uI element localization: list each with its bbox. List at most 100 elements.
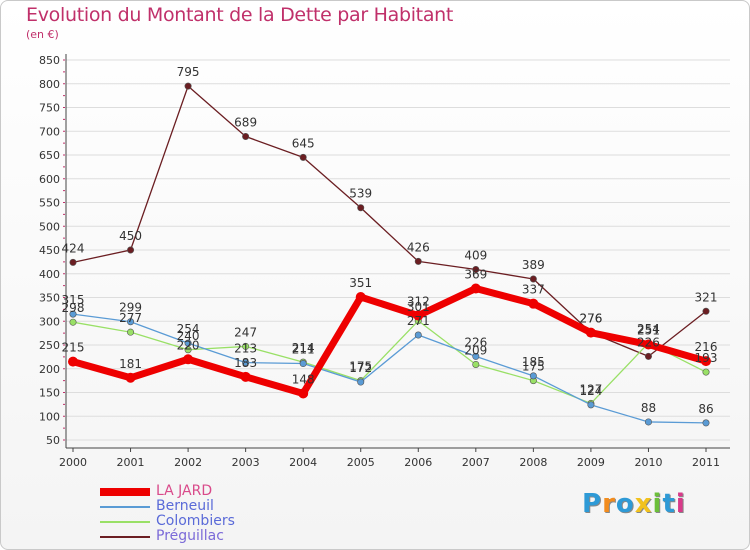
data-label: 175 [349, 360, 372, 374]
legend-swatch [100, 506, 150, 508]
y-minor-tick [63, 225, 65, 227]
x-tick-label: 2001 [117, 456, 145, 469]
data-label: 209 [464, 343, 487, 357]
data-point [472, 352, 480, 360]
y-minor-tick [63, 427, 65, 429]
x-tick-label: 2010 [634, 456, 662, 469]
x-tick-label: 2005 [347, 456, 375, 469]
data-label: 172 [349, 361, 372, 375]
data-point [69, 258, 77, 266]
x-tick-label: 2011 [692, 456, 720, 469]
y-minor-tick [63, 237, 65, 239]
y-minor-tick [63, 392, 65, 393]
data-label: 369 [464, 267, 487, 281]
data-point [183, 354, 194, 365]
data-point [357, 378, 365, 386]
y-tick-label: 800 [39, 78, 60, 91]
y-minor-tick [63, 59, 65, 61]
data-label: 277 [119, 311, 142, 325]
data-label: 254 [637, 322, 660, 336]
y-minor-tick [63, 130, 65, 132]
data-point [701, 356, 711, 367]
y-minor-tick [63, 344, 65, 346]
data-label: 247 [234, 325, 257, 339]
x-tick-label: 2007 [462, 456, 490, 469]
data-point [68, 356, 78, 367]
data-label: 251 [637, 324, 660, 338]
legend-label: Préguillac [156, 528, 224, 544]
data-label: 539 [349, 187, 372, 201]
x-tick-label: 2009 [577, 456, 605, 469]
data-point [242, 342, 250, 350]
data-point [644, 352, 652, 360]
data-label: 213 [234, 342, 257, 356]
data-point [127, 328, 135, 336]
y-minor-tick [63, 142, 65, 144]
data-label: 298 [62, 301, 85, 315]
proxiti-logo: Proxiti [582, 489, 686, 519]
data-point [702, 368, 710, 376]
y-tick-label: 700 [39, 125, 60, 138]
y-minor-tick [63, 249, 65, 251]
data-label: 315 [62, 293, 85, 307]
data-point [702, 419, 710, 427]
logo-letter: x [634, 489, 653, 519]
y-minor-tick [63, 308, 65, 310]
data-label: 276 [579, 312, 602, 326]
data-label: 214 [292, 341, 315, 355]
data-point [242, 132, 250, 140]
y-minor-tick [63, 190, 65, 192]
data-label: 689 [234, 115, 257, 129]
x-tick-label: 2006 [404, 456, 432, 469]
data-point [127, 318, 135, 326]
x-tick-label: 2002 [174, 456, 202, 469]
legend-swatch [100, 521, 150, 523]
chart-subtitle: (en €) [26, 28, 59, 41]
y-tick-label: 550 [39, 197, 60, 210]
y-tick-label: 350 [39, 292, 60, 305]
series-line [72, 320, 707, 405]
x-tick-label: 2003 [232, 456, 260, 469]
y-minor-tick [63, 213, 65, 215]
y-tick-label: 100 [39, 410, 60, 423]
logo-letter: i [675, 489, 686, 519]
data-label: 321 [695, 290, 718, 304]
y-tick-label: 750 [39, 102, 60, 115]
y-minor-tick [63, 261, 65, 263]
data-label: 337 [522, 283, 545, 297]
data-point [587, 401, 595, 409]
data-point [414, 257, 422, 265]
logo-letter: P [582, 489, 603, 519]
legend-label: LA JARD [156, 483, 213, 499]
y-minor-tick [63, 202, 65, 203]
data-label: 409 [464, 248, 487, 262]
data-point [470, 283, 481, 294]
data-point [644, 418, 652, 426]
y-tick-label: 450 [39, 244, 60, 257]
data-label: 175 [522, 360, 545, 374]
data-label: 127 [579, 382, 602, 396]
data-point [643, 339, 654, 350]
data-point [298, 388, 309, 399]
y-tick-label: 400 [39, 268, 60, 281]
data-point [414, 331, 422, 339]
data-point [69, 318, 77, 326]
y-tick-label: 600 [39, 173, 60, 186]
data-label: 795 [177, 65, 200, 79]
data-label: 226 [637, 335, 660, 349]
y-minor-tick [63, 285, 65, 287]
data-point [125, 372, 136, 383]
data-label: 426 [407, 240, 430, 254]
x-tick-label: 2004 [289, 456, 317, 469]
y-tick-label: 300 [39, 315, 60, 328]
logo-letter: i [652, 489, 663, 519]
data-label: 424 [62, 241, 85, 255]
y-minor-tick [63, 332, 65, 334]
data-label: 450 [119, 229, 142, 243]
series-line [72, 284, 707, 397]
data-point [528, 298, 539, 309]
legend-swatch [100, 536, 150, 538]
data-label: 299 [119, 301, 142, 315]
data-label: 148 [292, 372, 315, 386]
data-label: 220 [177, 338, 200, 352]
